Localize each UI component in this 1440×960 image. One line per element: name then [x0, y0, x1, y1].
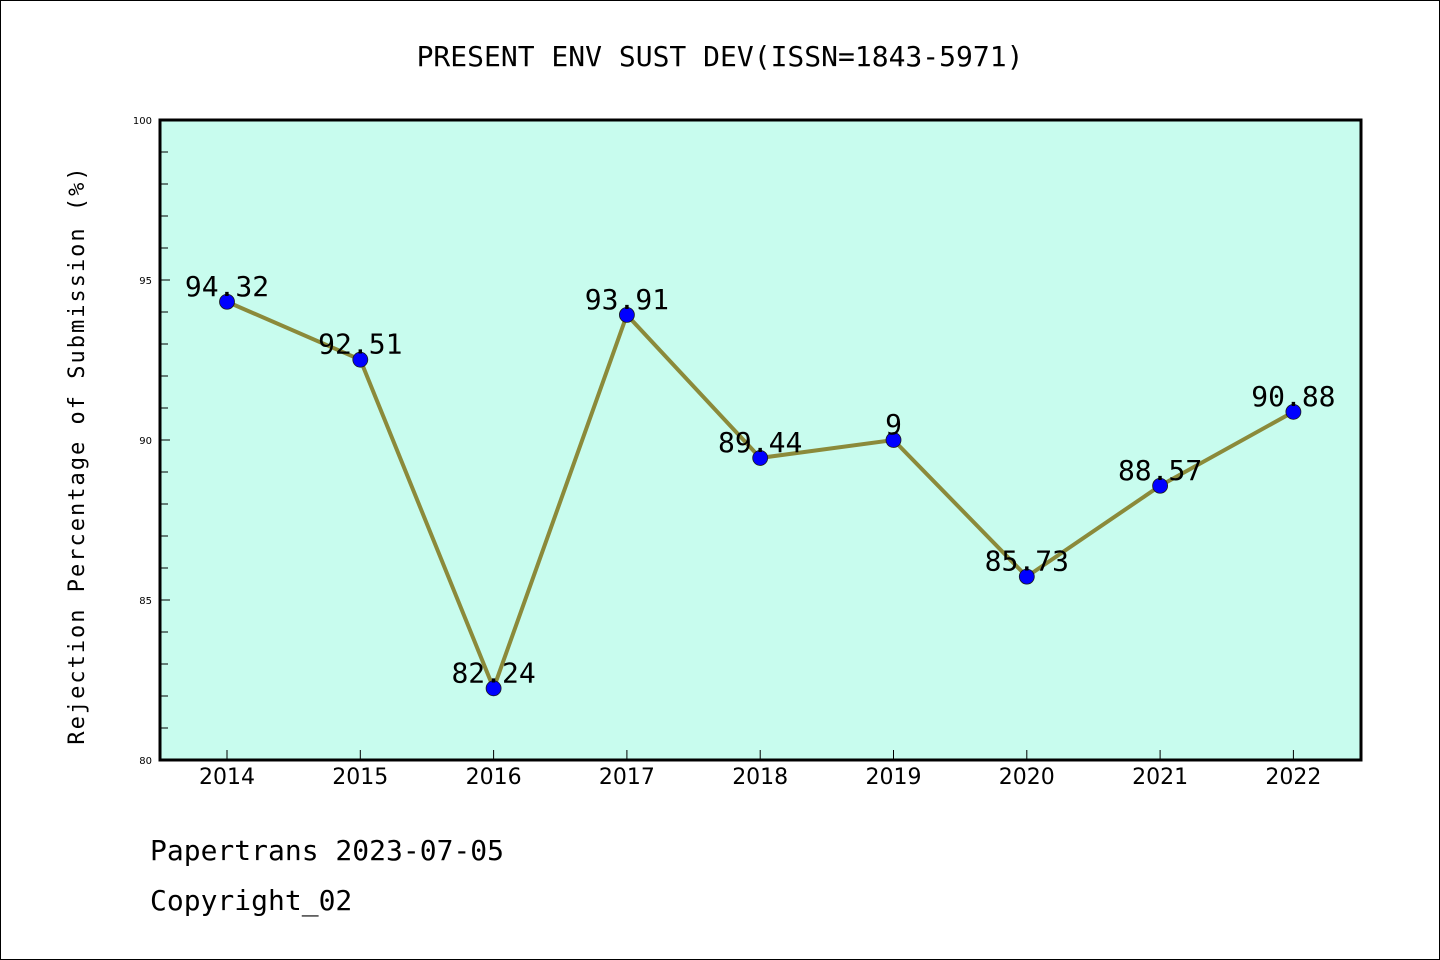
data-labels: 94.32 92.51 82.24 93.91 89.44 9 85.73 88.57 90.8…	[185, 270, 1336, 690]
data-point	[1018, 568, 1035, 585]
y-axis-label: Rejection Percentage of Submission (%)	[65, 165, 90, 744]
chart-title: PRESENT ENV SUST DEV(ISSN=1843-5971)	[417, 40, 1024, 73]
series-line-group	[219, 293, 1302, 697]
y-tick-label: 100	[133, 116, 152, 127]
data-label: 93.91	[585, 283, 669, 316]
data-label: 89.44	[718, 426, 802, 459]
y-tick-label: 80	[139, 756, 152, 767]
y-tick-label: 85	[139, 596, 152, 607]
x-axis: 2014 2015 2016 2017 2018 2019 2020 2021 2022	[199, 750, 1321, 790]
y-tick-label: 95	[139, 276, 152, 287]
data-point	[352, 351, 369, 368]
data-point	[619, 306, 635, 323]
data-point	[485, 680, 502, 697]
x-tick-label: 2021	[1132, 765, 1188, 790]
data-label: 9	[885, 408, 902, 441]
data-point	[1285, 403, 1302, 420]
x-tick-label: 2020	[999, 765, 1055, 790]
data-label: 92.51	[318, 328, 402, 361]
x-tick-label: 2014	[199, 765, 255, 790]
x-tick-label: 2018	[732, 765, 788, 790]
x-tick-label: 2017	[599, 765, 655, 790]
data-point	[1152, 477, 1168, 494]
data-label: 85.73	[985, 545, 1069, 578]
data-label: 88.57	[1118, 454, 1202, 487]
plot-area	[158, 118, 1363, 762]
footer-date: Papertrans 2023-07-05	[150, 834, 505, 867]
data-point	[752, 450, 769, 466]
y-axis: 80 85 90 95 100	[133, 116, 170, 767]
data-label: 82.24	[451, 656, 535, 689]
data-point	[219, 293, 235, 310]
data-point	[885, 432, 902, 448]
x-tick-label: 2022	[1265, 765, 1321, 790]
footer-copyright: Copyright_02	[150, 884, 353, 917]
x-tick-label: 2019	[866, 765, 922, 790]
x-tick-label: 2015	[332, 765, 388, 790]
data-label: 94.32	[185, 270, 269, 303]
y-tick-label: 90	[139, 436, 152, 447]
x-tick-label: 2016	[466, 765, 522, 790]
data-label: 90.88	[1251, 380, 1335, 413]
